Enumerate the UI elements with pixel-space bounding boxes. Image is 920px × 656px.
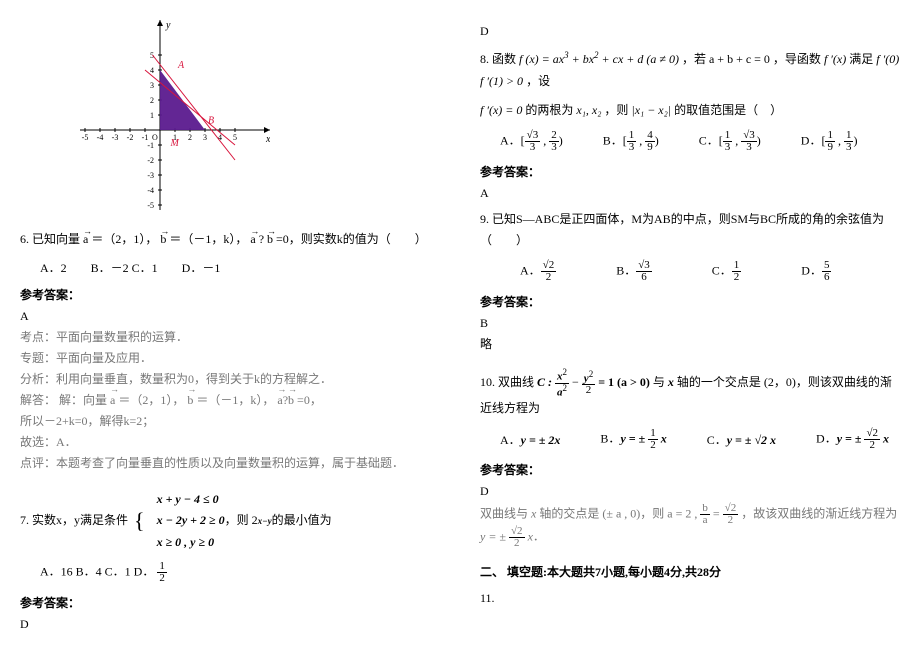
- q10-d: D．y = ± √22 x: [816, 428, 889, 451]
- section-2-heading: 二、 填空题:本大题共7小题,每小题4分,共28分: [480, 563, 900, 580]
- question-8: 8. 函数 f (x) = ax3 + bx2 + cx + d (a ≠ 0)…: [480, 47, 900, 92]
- svg-text:M: M: [170, 138, 180, 149]
- svg-text:3: 3: [150, 81, 154, 90]
- question-7: 7. 实数x，y满足条件 { x + y − 4 ≤ 0 x − 2y + 2 …: [20, 489, 440, 554]
- svg-text:O: O: [152, 133, 158, 142]
- q6-zhuanti: 专题：平面向量及应用．: [20, 349, 440, 366]
- q10-b: B．y = ± 12 x: [600, 428, 666, 451]
- vector-a2: a: [250, 232, 255, 246]
- q8-d: D．[19 , 13): [801, 130, 858, 153]
- q8-options: A．[√33 , 23) B．[13 , 49) C．[13 , √33) D．…: [500, 130, 900, 153]
- q6-fenxi: 分析：利用向量垂直，数量积为0，得到关于k的方程解之．: [20, 370, 440, 387]
- question-11: 11.: [480, 588, 900, 610]
- svg-text:3: 3: [203, 133, 207, 142]
- question-10: 10. 双曲线 C : x2a2 − y22 = 1 (a > 0) 与 x 轴…: [480, 368, 900, 420]
- svg-text:-2: -2: [127, 133, 134, 142]
- q6-eq-a: ＝（2，1），: [91, 232, 157, 246]
- svg-text:A: A: [177, 60, 185, 71]
- q9-d: D．56: [801, 260, 831, 283]
- q6-conclude: 故选：A．: [20, 433, 440, 450]
- svg-text:x: x: [265, 134, 270, 145]
- q10-ans-label: 参考答案：: [480, 461, 900, 478]
- svg-text:4: 4: [150, 66, 154, 75]
- q10-c: C．y = ± √2 x: [707, 431, 776, 448]
- q7-options: A．16 B．4 C．1 D． 12: [40, 561, 440, 584]
- stray-d: D: [480, 24, 900, 39]
- q9-answer: B: [480, 316, 900, 331]
- q7-answer: D: [20, 617, 440, 632]
- svg-text:1: 1: [150, 111, 154, 120]
- page: -5-4-3-2-112345-5-4-3-2-112345xyABMO 6. …: [20, 20, 900, 636]
- q10-options: A．y = ± 2x B．y = ± 12 x C．y = ± √2 x D．y…: [500, 428, 900, 451]
- q6-step: 所以－2+k=0，解得k=2；: [20, 412, 440, 429]
- brace-icon: {: [134, 501, 145, 541]
- question-8-line2: f ′(x) = 0 的两根为 x₁, x₂ ，则 |x₁ − x₂| 的取值范…: [480, 100, 900, 122]
- svg-text:-1: -1: [147, 141, 154, 150]
- vector-b2: b: [267, 232, 273, 246]
- q6-dianping: 点评：本题考查了向量垂直的性质以及向量数量积的运算，属于基础题．: [20, 454, 440, 471]
- svg-text:2: 2: [150, 96, 154, 105]
- q9-ans-label: 参考答案：: [480, 293, 900, 310]
- q10-answer: D: [480, 484, 900, 499]
- q7-system: x + y − 4 ≤ 0 x − 2y + 2 ≥ 0 x ≥ 0 , y ≥…: [151, 489, 225, 554]
- coordinate-graph: -5-4-3-2-112345-5-4-3-2-112345xyABMO: [80, 20, 440, 214]
- q7-ans-label: 参考答案：: [20, 594, 440, 611]
- right-column: D 8. 函数 f (x) = ax3 + bx2 + cx + d (a ≠ …: [480, 20, 900, 636]
- q8-answer: A: [480, 186, 900, 201]
- q10-a: A．y = ± 2x: [500, 431, 560, 448]
- left-column: -5-4-3-2-112345-5-4-3-2-112345xyABMO 6. …: [20, 20, 440, 636]
- q6-options: A．2 B．－2 C．1 D．－1: [40, 259, 440, 276]
- q8-ans-label: 参考答案：: [480, 163, 900, 180]
- q8-c: C．[13 , √33): [699, 130, 761, 153]
- q6-ans-label: 参考答案：: [20, 286, 440, 303]
- svg-text:y: y: [165, 20, 171, 31]
- q10-explain: 双曲线与 x 轴的交点是 (± a , 0)，则 a = 2 , ba = √2…: [480, 503, 900, 549]
- svg-text:2: 2: [188, 133, 192, 142]
- q9-a: A．√22: [520, 260, 556, 283]
- svg-text:-3: -3: [147, 171, 154, 180]
- q6-stem-a: 6. 已知向量: [20, 232, 80, 246]
- question-9: 9. 已知S—ABC是正四面体，M为AB的中点，则SM与BC所成的角的余弦值为（…: [480, 209, 900, 252]
- q8-b: B．[13 , 49): [603, 130, 659, 153]
- q9-b: B．√36: [616, 260, 652, 283]
- q6-kaodian: 考点：平面向量数量积的运算．: [20, 328, 440, 345]
- svg-text:5: 5: [233, 133, 237, 142]
- svg-text:B: B: [208, 116, 214, 127]
- q6-answer: A: [20, 309, 440, 324]
- q7-stem: 7. 实数x，y满足条件: [20, 510, 128, 532]
- q10-frac1: x2a2: [555, 368, 569, 398]
- q9-note: 略: [480, 335, 900, 352]
- q6-eq-c: =0，则实数k的值为（ ）: [276, 232, 427, 246]
- question-6: 6. 已知向量 a ＝（2，1）， b ＝（－1，k）， a ? b =0，则实…: [20, 229, 440, 251]
- q9-c: C．12: [712, 260, 742, 283]
- q6-eq-b: ＝（－1，k），: [169, 232, 247, 246]
- svg-text:-4: -4: [147, 186, 154, 195]
- q9-options: A．√22 B．√36 C．12 D．56: [520, 260, 900, 283]
- q6-dot: ?: [259, 232, 264, 246]
- q8-a: A．[√33 , 23): [500, 130, 563, 153]
- svg-text:-3: -3: [112, 133, 119, 142]
- vector-a: a: [83, 232, 88, 246]
- svg-text:-5: -5: [82, 133, 89, 142]
- vector-b: b: [160, 232, 166, 246]
- q10-frac2: y22: [582, 370, 595, 397]
- q7-opt-d-frac: 12: [157, 561, 167, 584]
- q6-jieda: 解答： 解：向量 a ＝（2，1）， b ＝（－1，k）， a?b =0，: [20, 391, 440, 408]
- svg-text:-4: -4: [97, 133, 104, 142]
- svg-text:-2: -2: [147, 156, 154, 165]
- graph-svg: -5-4-3-2-112345-5-4-3-2-112345xyABMO: [80, 20, 270, 210]
- svg-text:-5: -5: [147, 201, 154, 210]
